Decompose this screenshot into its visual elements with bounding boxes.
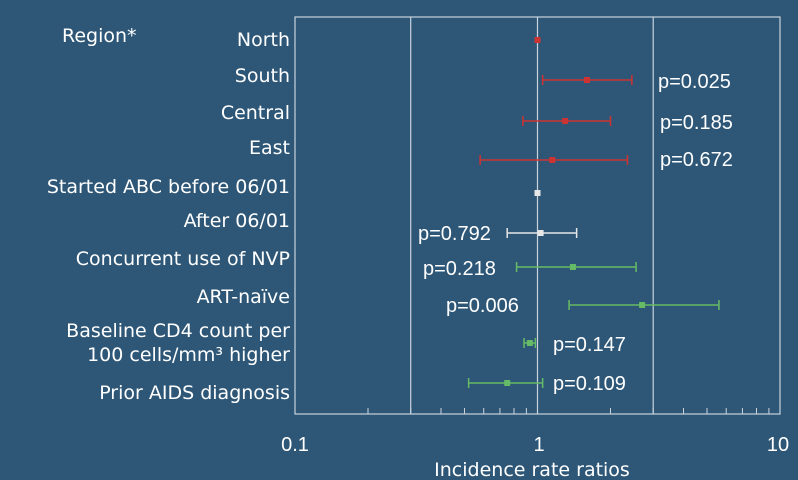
row-label-line: Baseline CD4 count per	[66, 320, 290, 342]
forest-row: Started ABC before 06/01	[47, 176, 541, 198]
row-label: Central	[221, 102, 290, 124]
forest-row: Prior AIDS diagnosis p=0.109	[99, 373, 626, 404]
forest-row: Concurrent use of NVP p=0.218	[76, 248, 637, 280]
p-value-label: p=0.218	[423, 258, 496, 280]
p-value-label: p=0.792	[418, 223, 491, 245]
x-tick-label-2: 10	[767, 434, 789, 456]
row-label-line: 100 cells/mm³ higher	[87, 344, 290, 366]
p-value-label: p=0.006	[446, 295, 519, 317]
forest-row: South p=0.025	[235, 65, 731, 93]
p-value-label: p=0.109	[553, 373, 626, 395]
x-tick-label-1: 1	[533, 434, 544, 456]
point-estimate	[504, 380, 511, 386]
p-value-label: p=0.147	[553, 334, 626, 356]
point-estimate	[526, 340, 533, 346]
row-label: ART-naïve	[197, 286, 290, 308]
forest-row: Central p=0.185	[221, 102, 733, 134]
point-estimate	[537, 230, 544, 236]
point-estimate	[534, 190, 541, 196]
point-estimate	[534, 37, 541, 43]
group-label: Region*	[62, 25, 137, 47]
row-label: After 06/01	[184, 210, 290, 232]
point-estimate	[562, 118, 569, 124]
x-tick-label-0: 0.1	[281, 434, 309, 456]
p-value-label: p=0.185	[660, 112, 733, 134]
forest-row: Baseline CD4 count per 100 cells/mm³ high…	[66, 320, 626, 366]
grid	[410, 17, 654, 414]
row-label: East	[249, 137, 290, 159]
row-label: North	[237, 29, 290, 51]
point-estimate	[549, 157, 556, 163]
forest-row: East p=0.672	[249, 137, 733, 171]
forest-row: North	[237, 29, 541, 51]
point-estimate	[639, 302, 646, 308]
point-estimate	[569, 264, 576, 270]
p-value-label: p=0.672	[660, 149, 733, 171]
forest-row: ART-naïve p=0.006	[197, 286, 720, 317]
row-label: Baseline CD4 count per 100 cells/mm³ high…	[66, 320, 290, 366]
forest-row: After 06/01 p=0.792	[184, 210, 578, 245]
x-axis-label: Incidence rate ratios	[434, 459, 630, 480]
p-value-label: p=0.025	[658, 71, 731, 93]
row-label: South	[235, 65, 290, 87]
row-label: Prior AIDS diagnosis	[99, 382, 290, 404]
row-label: Concurrent use of NVP	[76, 248, 290, 270]
point-estimate	[583, 77, 590, 83]
row-label: Started ABC before 06/01	[47, 176, 290, 198]
rows: North South p=0.025 Central p=0.185 East p=0.6…	[47, 29, 733, 404]
minor-ticks	[294, 404, 781, 414]
